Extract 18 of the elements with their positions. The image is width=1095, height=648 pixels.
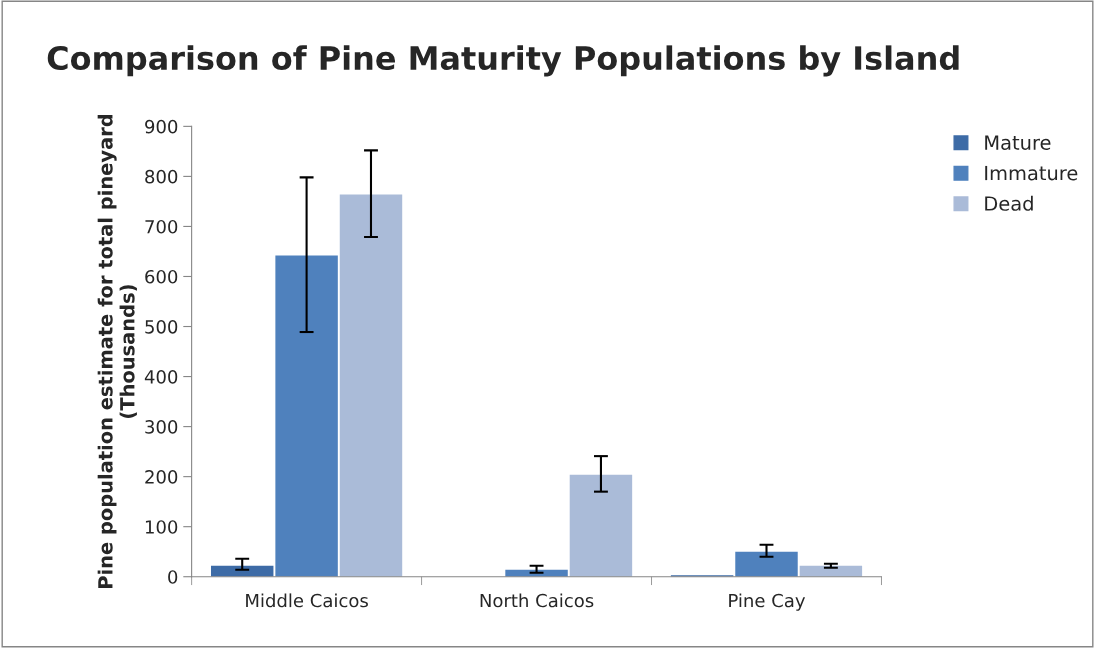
legend-label: Dead — [985, 195, 1033, 211]
y-axis-title: Pine population estimate for total pineyard (Thousands) — [97, 114, 137, 588]
y-tick-label: 900 — [145, 119, 178, 134]
chart-title: Comparison of Pine Maturity Populations by Island — [47, 45, 959, 77]
y-tick-label: 400 — [144, 370, 178, 384]
y-tick-label: 800 — [145, 169, 178, 184]
y-tick-label: 0 — [168, 570, 178, 584]
x-tick-label: Pine Cay — [729, 593, 806, 611]
y-tick-label: 600 — [145, 269, 178, 284]
y-tick-label: 300 — [145, 420, 178, 434]
legend-label: Mature — [985, 135, 1051, 150]
y-tick-label: 700 — [145, 219, 178, 234]
x-tick-label: Middle Caicos — [246, 593, 368, 608]
x-tick-label: North Caicos — [480, 593, 594, 608]
legend-label: Immature — [985, 165, 1078, 181]
y-tick-label: 200 — [145, 470, 178, 484]
y-tick-label: 500 — [145, 319, 178, 334]
y-tick-label: 100 — [145, 520, 178, 534]
